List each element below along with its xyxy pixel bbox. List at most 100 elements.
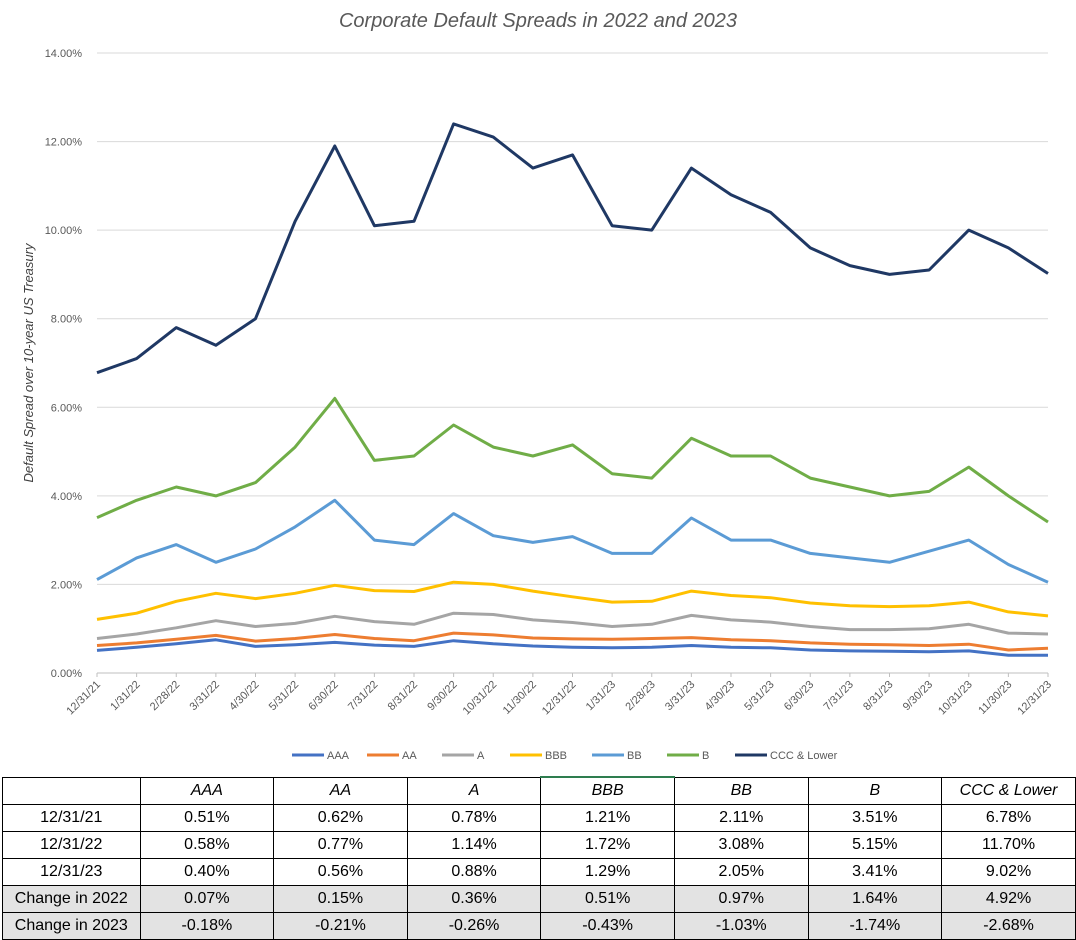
table-row-label: Change in 2022 xyxy=(2,885,141,913)
table-cell: 0.62% xyxy=(273,804,408,832)
x-tick-label: 7/31/23 xyxy=(822,679,856,713)
table-row-label: 12/31/21 xyxy=(2,804,141,832)
table-cell: 3.51% xyxy=(807,804,943,832)
table-row-label: Change in 2023 xyxy=(2,912,141,940)
table-cell: 1.64% xyxy=(807,885,943,913)
table-row-label: 12/31/22 xyxy=(2,831,141,859)
y-tick-label: 2.00% xyxy=(51,579,82,591)
legend: AAA AA A BBB BB B CCC & Lower xyxy=(292,750,838,762)
legend-label: CCC & Lower xyxy=(770,750,838,762)
table-cell: 3.41% xyxy=(807,858,943,886)
x-tick-label: 12/31/21 xyxy=(64,679,103,718)
x-tick-label: 10/31/22 xyxy=(461,679,500,718)
x-tick-label: 8/31/23 xyxy=(861,679,895,713)
chart-title: Corporate Default Spreads in 2022 and 20… xyxy=(339,10,737,32)
table-cell: 2.11% xyxy=(673,804,809,832)
table-header-cell: AA xyxy=(273,776,408,805)
y-tick-label: 12.00% xyxy=(45,137,83,149)
series-line-bb xyxy=(96,498,1049,584)
x-tick-label: 1/31/23 xyxy=(584,679,618,713)
summary-table: AAA AA A BBB BB B CCC & Lower 12/31/21 0.51% 0.6… xyxy=(2,776,1076,940)
legend-label: B xyxy=(702,750,709,762)
table-cell: 4.92% xyxy=(941,885,1076,913)
table-cell: 0.88% xyxy=(406,858,542,886)
table-row: 12/31/21 0.51% 0.62% 0.78% 1.21% 2.11% 3.51% 6.… xyxy=(2,804,1076,832)
table-cell: 0.40% xyxy=(139,858,275,886)
table-row-label: 12/31/23 xyxy=(2,858,141,886)
gridlines xyxy=(97,52,1048,674)
x-tick-label: 3/31/23 xyxy=(663,679,697,713)
x-tick-label: 12/31/23 xyxy=(1015,679,1054,718)
x-tick-label: 7/31/22 xyxy=(346,679,380,713)
table-header-cell: B xyxy=(807,776,943,805)
table-header-row: AAA AA A BBB BB B CCC & Lower xyxy=(2,776,1076,805)
table-cell: -1.03% xyxy=(673,912,809,940)
table-cell: 5.15% xyxy=(807,831,943,859)
table-cell: 0.36% xyxy=(406,885,542,913)
x-tick-label: 9/30/23 xyxy=(901,679,935,713)
series-line-ccc-lower xyxy=(96,122,1049,375)
table-header-cell: CCC & Lower xyxy=(941,776,1076,805)
table-cell: 3.08% xyxy=(673,831,809,859)
y-axis-ticks: 0.00% 2.00% 4.00% 6.00% 8.00% 10.00% 12.00% 14.… xyxy=(45,48,83,680)
table-corner-cell xyxy=(2,776,141,805)
table-header-cell: BBB xyxy=(540,776,675,805)
x-tick-label: 9/30/22 xyxy=(425,679,459,713)
table-cell: 0.51% xyxy=(139,804,275,832)
series-line-a xyxy=(96,611,1049,640)
table-cell: -1.74% xyxy=(807,912,943,940)
table-cell: -0.43% xyxy=(540,912,675,940)
x-axis-ticks: 12/31/21 1/31/22 2/28/22 3/31/22 4/30/22 5/31… xyxy=(64,673,1054,717)
table-cell: 1.14% xyxy=(406,831,542,859)
table-row: 12/31/22 0.58% 0.77% 1.14% 1.72% 3.08% 5.15% 11… xyxy=(2,831,1076,859)
x-tick-label: 3/31/22 xyxy=(188,679,222,713)
x-tick-label: 2/28/23 xyxy=(623,679,657,713)
table-body: 12/31/21 0.51% 0.62% 0.78% 1.21% 2.11% 3.51% 6.… xyxy=(2,804,1076,940)
y-tick-label: 10.00% xyxy=(45,225,83,237)
table-cell: 0.97% xyxy=(673,885,809,913)
table-cell: -0.21% xyxy=(273,912,408,940)
series-line-aa xyxy=(96,631,1049,652)
legend-label: BBB xyxy=(545,750,567,762)
table-cell: 1.72% xyxy=(540,831,675,859)
table-cell: 0.51% xyxy=(540,885,675,913)
x-tick-label: 1/31/22 xyxy=(108,679,142,713)
default-spread-chart: Corporate Default Spreads in 2022 and 20… xyxy=(21,10,1054,762)
x-tick-label: 4/30/23 xyxy=(703,679,737,713)
table-cell: 1.21% xyxy=(540,804,675,832)
y-tick-label: 14.00% xyxy=(45,48,83,60)
table-cell: 0.77% xyxy=(273,831,408,859)
x-tick-label: 10/31/23 xyxy=(936,679,975,718)
table-cell: 1.29% xyxy=(540,858,675,886)
y-axis-title: Default Spread over 10-year US Treasury xyxy=(21,242,36,482)
legend-label: AA xyxy=(402,750,417,762)
table-row: Change in 2022 0.07% 0.15% 0.36% 0.51% 0.97% 1… xyxy=(2,885,1076,913)
table-cell: 2.05% xyxy=(673,858,809,886)
series-line-bbb xyxy=(96,580,1049,621)
table-cell: 0.15% xyxy=(273,885,408,913)
series-line-aaa xyxy=(96,638,1048,657)
x-tick-label: 11/30/22 xyxy=(501,679,539,717)
legend-label: A xyxy=(477,750,485,762)
x-tick-label: 11/30/23 xyxy=(976,679,1014,717)
table-header-cell: A xyxy=(406,776,542,805)
y-tick-label: 8.00% xyxy=(51,314,82,326)
table-cell: 0.78% xyxy=(406,804,542,832)
table-row: Change in 2023 -0.18% -0.21% -0.26% -0.43% -1… xyxy=(2,912,1076,940)
table-header-cell: BB xyxy=(673,776,809,805)
x-tick-label: 8/31/22 xyxy=(386,679,420,713)
table-cell: 6.78% xyxy=(941,804,1076,832)
table-header-cell: AAA xyxy=(139,776,275,805)
x-tick-label: 6/30/23 xyxy=(782,679,816,713)
x-tick-label: 5/31/22 xyxy=(267,679,301,713)
series-line-b xyxy=(96,396,1049,524)
table-cell: 0.58% xyxy=(139,831,275,859)
table-row: 12/31/23 0.40% 0.56% 0.88% 1.29% 2.05% 3.41% 9.… xyxy=(2,858,1076,886)
y-tick-label: 4.00% xyxy=(51,491,82,503)
table-cell: -2.68% xyxy=(941,912,1076,940)
x-tick-label: 6/30/22 xyxy=(306,679,340,713)
y-tick-label: 6.00% xyxy=(51,402,82,414)
x-tick-label: 4/30/22 xyxy=(227,679,261,713)
legend-label: AAA xyxy=(327,750,350,762)
series-lines xyxy=(96,122,1049,657)
